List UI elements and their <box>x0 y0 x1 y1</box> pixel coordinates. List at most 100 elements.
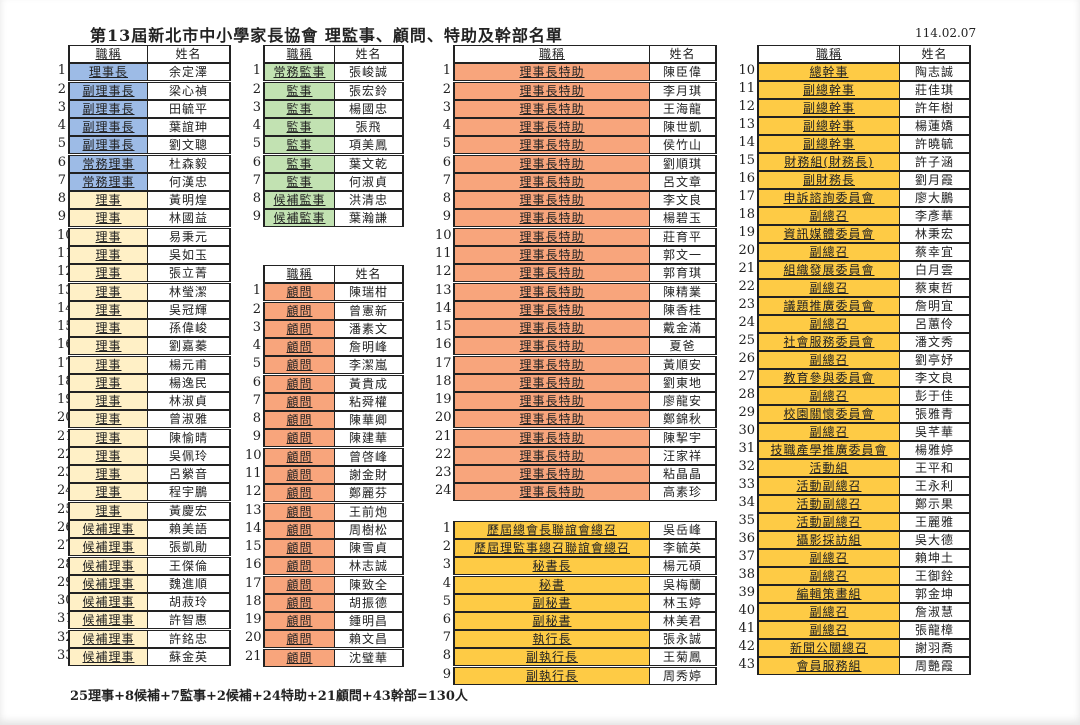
table-row: 20 理事長特助 鄭錦秋 <box>435 410 717 429</box>
position-title-cell: 顧問 <box>263 484 335 503</box>
member-name-cell: 潘文秀 <box>899 333 971 351</box>
position-title-cell: 候補理事 <box>68 647 148 666</box>
title-column-header: 職稱 <box>263 265 335 283</box>
table-row: 1 常務監事 張峻誠 <box>250 63 404 82</box>
table-row: 7 監事 何淑貞 <box>250 172 404 191</box>
row-number: 14 <box>738 135 755 150</box>
row-number: 2 <box>252 81 261 97</box>
table-row: 21 理事長特助 陳挈宇 <box>435 428 717 447</box>
position-title-cell: 活動副總召 <box>757 513 900 531</box>
table-row: 34 活動副總召 鄭示果 <box>735 495 971 513</box>
row-number: 18 <box>245 593 262 609</box>
position-title-cell: 副總召 <box>757 549 900 567</box>
table-row: 14 理事 吳冠輝 <box>57 300 231 319</box>
table-row: 12 理事 張立菁 <box>57 264 231 283</box>
table-row: 2 副理事長 梁心禎 <box>57 81 231 100</box>
position-title-cell: 理事長特助 <box>453 245 650 264</box>
table-row: 3 副理事長 田毓平 <box>57 99 231 118</box>
position-title-cell: 副理事長 <box>68 81 148 100</box>
position-title-cell: 理事 <box>68 465 148 484</box>
member-name-cell: 許銘忠 <box>147 629 231 648</box>
table-row: 39 編輯策畫組 郭金坤 <box>735 585 971 603</box>
row-number-header <box>57 45 68 63</box>
row-number: 15 <box>57 319 74 335</box>
title-column-header: 職稱 <box>68 45 148 63</box>
table-row: 17 申訴諮詢委員會 廖大鵬 <box>735 189 971 207</box>
row-number: 4 <box>57 118 66 134</box>
position-title-cell: 理事長特助 <box>453 446 650 465</box>
member-name-cell: 鄭麗芬 <box>334 484 404 503</box>
position-title-cell: 副執行長 <box>453 666 650 685</box>
member-name-cell: 郭育琪 <box>649 264 717 283</box>
row-number: 16 <box>738 171 755 186</box>
member-name-cell: 粘晶晶 <box>649 465 717 484</box>
row-number: 5 <box>252 356 261 372</box>
table-row: 6 理事長特助 劉順琪 <box>435 154 717 173</box>
member-name-cell: 詹明宜 <box>899 297 971 315</box>
member-name-cell: 謝羽喬 <box>899 639 971 657</box>
row-number: 21 <box>245 648 262 664</box>
total-summary: 25理事+8候補+7監事+2候補+24特助+21顧問+43幹部=130人 <box>70 689 468 704</box>
row-number: 3 <box>252 319 261 335</box>
table-row: 2 顧問 曾憲新 <box>245 301 404 320</box>
row-number: 10 <box>435 227 452 243</box>
member-name-cell: 許曉毓 <box>899 135 971 153</box>
member-name-cell: 何漢忠 <box>147 172 231 191</box>
table-row: 43 會員服務組 周艷霞 <box>735 657 971 675</box>
row-number-header <box>735 45 757 63</box>
table-row: 2 歷屆理監事總召聯誼會總召 李毓英 <box>435 539 717 558</box>
position-title-cell: 副總召 <box>757 351 900 369</box>
position-title-cell: 顧問 <box>263 338 335 357</box>
member-name-cell: 吳冠輝 <box>147 300 231 319</box>
row-number: 22 <box>435 446 452 462</box>
table-row: 40 副總召 詹淑慧 <box>735 603 971 621</box>
table-row: 10 理事 易秉元 <box>57 227 231 246</box>
table-row: 12 副總幹事 許年樹 <box>735 99 971 117</box>
row-number: 6 <box>442 154 451 170</box>
position-title-cell: 新聞公關總召 <box>757 639 900 657</box>
row-number: 22 <box>738 279 755 294</box>
table-row: 19 理事長特助 廖龍安 <box>435 392 717 411</box>
row-number: 37 <box>738 549 755 564</box>
table-row: 9 理事長特助 楊碧玉 <box>435 209 717 228</box>
row-number: 21 <box>738 261 755 276</box>
member-name-cell: 楊雅婷 <box>899 441 971 459</box>
position-title-cell: 副理事長 <box>68 99 148 118</box>
position-title-cell: 副總幹事 <box>757 99 900 117</box>
row-number: 8 <box>252 191 261 207</box>
member-name-cell: 曾啓峰 <box>334 447 404 466</box>
member-name-cell: 陳華卿 <box>334 411 404 430</box>
table-row: 2 理事長特助 李月琪 <box>435 81 717 100</box>
position-title-cell: 常務理事 <box>68 172 148 191</box>
table-header-row: 職稱 姓名 <box>435 45 717 63</box>
row-number: 7 <box>442 630 451 646</box>
table-row: 4 顧問 詹明峰 <box>245 338 404 357</box>
table-row: 4 監事 張飛 <box>250 118 404 137</box>
position-title-cell: 會員服務組 <box>757 657 900 675</box>
table-row: 12 理事長特助 郭育琪 <box>435 264 717 283</box>
member-name-cell: 胡振德 <box>334 593 404 612</box>
member-name-cell: 葉瀚謙 <box>334 209 404 228</box>
position-title-cell: 理事長特助 <box>453 136 650 155</box>
table-row: 7 理事長特助 呂文章 <box>435 172 717 191</box>
position-title-cell: 理事 <box>68 446 148 465</box>
member-name-cell: 王御銓 <box>899 567 971 585</box>
row-number: 24 <box>57 483 74 499</box>
position-title-cell: 顧問 <box>263 612 335 631</box>
table-row: 8 理事長特助 李文良 <box>435 191 717 210</box>
member-name-cell: 鍾明昌 <box>334 612 404 631</box>
position-title-cell: 秘書 <box>453 575 650 594</box>
row-number: 7 <box>57 172 66 188</box>
table-row: 13 顧問 王前炮 <box>245 502 404 521</box>
row-number: 5 <box>442 593 451 609</box>
position-title-cell: 副秘書 <box>453 593 650 612</box>
row-number: 3 <box>252 99 261 115</box>
row-number: 16 <box>57 337 74 353</box>
row-number: 3 <box>57 99 66 115</box>
position-title-cell: 攝影採訪組 <box>757 531 900 549</box>
member-name-cell: 胡菽玲 <box>147 593 231 612</box>
member-name-cell: 許年樹 <box>899 99 971 117</box>
member-name-cell: 沈璧華 <box>334 648 404 667</box>
position-title-cell: 活動組 <box>757 459 900 477</box>
position-title-cell: 財務組(財務長) <box>757 153 900 171</box>
